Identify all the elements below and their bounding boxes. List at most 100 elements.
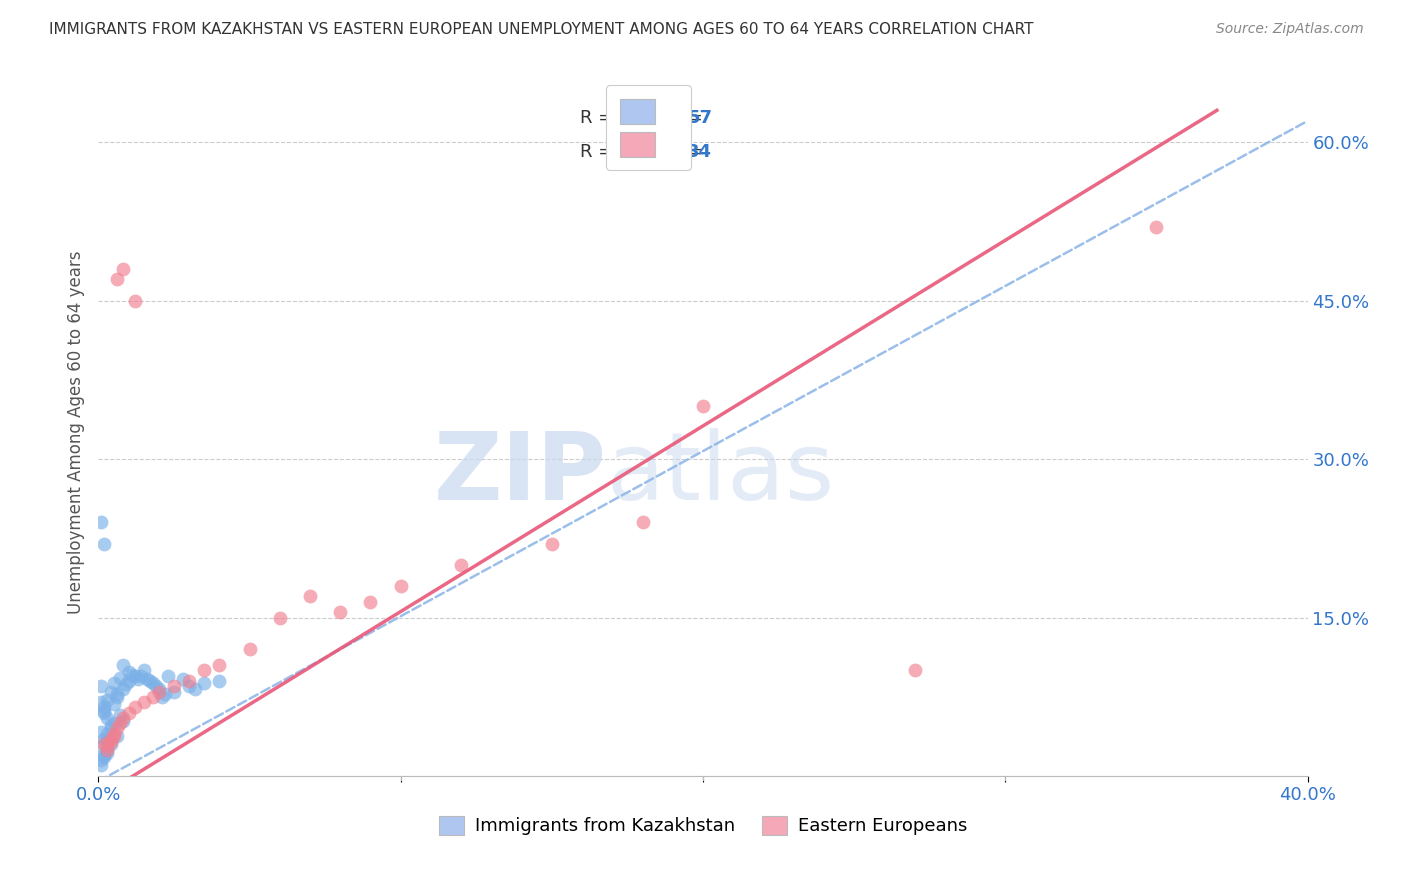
- Point: [93, 737, 115, 751]
- Point: [269, 610, 291, 624]
- Point: [100, 737, 122, 751]
- Point: [103, 716, 125, 731]
- Point: [103, 697, 125, 711]
- Point: [132, 664, 155, 678]
- Point: [121, 667, 143, 681]
- Point: [96, 742, 118, 756]
- Point: [172, 672, 194, 686]
- Point: [163, 679, 186, 693]
- Text: N =: N =: [657, 144, 709, 161]
- Point: [184, 682, 207, 697]
- Point: [299, 590, 322, 604]
- Text: Source: ZipAtlas.com: Source: ZipAtlas.com: [1216, 22, 1364, 37]
- Point: [1144, 219, 1167, 234]
- Point: [450, 558, 472, 572]
- Point: [93, 706, 115, 720]
- Point: [179, 679, 201, 693]
- Point: [135, 672, 157, 686]
- Point: [105, 687, 128, 701]
- Point: [100, 684, 122, 698]
- Point: [124, 668, 146, 682]
- Point: [208, 658, 231, 673]
- Point: [93, 747, 115, 762]
- Text: IMMIGRANTS FROM KAZAKHSTAN VS EASTERN EUROPEAN UNEMPLOYMENT AMONG AGES 60 TO 64 : IMMIGRANTS FROM KAZAKHSTAN VS EASTERN EU…: [49, 22, 1033, 37]
- Point: [193, 664, 215, 678]
- Text: R =: R =: [579, 144, 619, 161]
- Point: [239, 642, 262, 657]
- Text: 34: 34: [688, 144, 713, 161]
- Point: [193, 676, 215, 690]
- Point: [108, 671, 131, 685]
- Point: [96, 742, 118, 756]
- Point: [90, 758, 112, 772]
- Point: [103, 727, 125, 741]
- Text: R =: R =: [579, 109, 619, 127]
- Point: [153, 687, 176, 701]
- Point: [118, 706, 141, 720]
- Point: [148, 684, 170, 698]
- Point: [132, 695, 155, 709]
- Point: [111, 711, 134, 725]
- Legend: Immigrants from Kazakhstan, Eastern Europeans: Immigrants from Kazakhstan, Eastern Euro…: [432, 809, 974, 843]
- Point: [208, 673, 231, 688]
- Point: [90, 695, 112, 709]
- Point: [90, 739, 112, 754]
- Point: [103, 729, 125, 743]
- Text: atlas: atlas: [606, 428, 835, 520]
- Point: [100, 732, 122, 747]
- Y-axis label: Unemployment Among Ages 60 to 64 years: Unemployment Among Ages 60 to 64 years: [66, 251, 84, 615]
- Point: [108, 707, 131, 722]
- Point: [105, 722, 128, 736]
- Point: [90, 724, 112, 739]
- Text: 57: 57: [688, 109, 713, 127]
- Point: [108, 716, 131, 731]
- Point: [124, 293, 146, 308]
- Point: [111, 682, 134, 697]
- Point: [150, 690, 173, 704]
- Text: N =: N =: [657, 109, 709, 127]
- Point: [145, 679, 167, 693]
- Point: [105, 690, 128, 704]
- Point: [127, 672, 149, 686]
- Point: [111, 714, 134, 728]
- Point: [148, 682, 170, 697]
- Point: [93, 700, 115, 714]
- Point: [114, 677, 136, 691]
- Point: [142, 676, 165, 690]
- Point: [540, 536, 562, 550]
- Point: [105, 729, 128, 743]
- Point: [96, 746, 118, 760]
- Point: [100, 722, 122, 736]
- Point: [129, 668, 152, 682]
- Point: [360, 595, 382, 609]
- Point: [93, 750, 115, 764]
- Point: [179, 673, 201, 688]
- Point: [631, 516, 654, 530]
- Point: [96, 693, 118, 707]
- Point: [111, 658, 134, 673]
- Text: ZIP: ZIP: [433, 428, 606, 520]
- Point: [142, 690, 165, 704]
- Point: [105, 272, 128, 286]
- Point: [389, 579, 412, 593]
- Point: [156, 668, 179, 682]
- Point: [96, 739, 118, 754]
- Point: [96, 734, 118, 748]
- Point: [93, 704, 115, 718]
- Point: [90, 679, 112, 693]
- Point: [90, 753, 112, 767]
- Point: [139, 673, 162, 688]
- Point: [100, 735, 122, 749]
- Point: [96, 727, 118, 741]
- Text: 0.652: 0.652: [609, 144, 659, 161]
- Point: [100, 718, 122, 732]
- Text: 0.219: 0.219: [609, 109, 659, 127]
- Point: [118, 673, 141, 688]
- Point: [103, 676, 125, 690]
- Point: [90, 516, 112, 530]
- Point: [96, 711, 118, 725]
- Point: [904, 664, 927, 678]
- Point: [118, 665, 141, 680]
- Point: [692, 399, 714, 413]
- Point: [163, 684, 186, 698]
